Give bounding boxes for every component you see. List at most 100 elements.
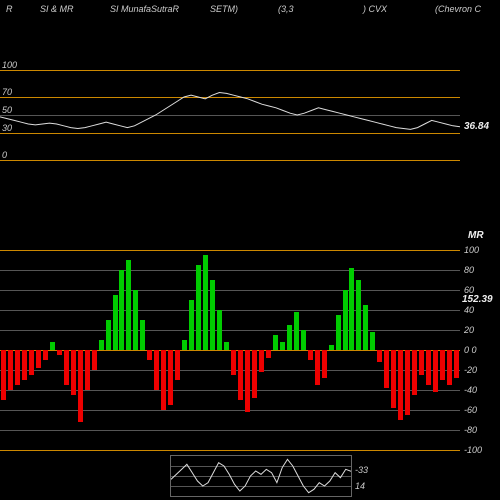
mr-bar <box>1 350 6 400</box>
mr-bar <box>57 350 62 355</box>
mr-bar <box>412 350 417 395</box>
mr-bar <box>447 350 452 385</box>
chart-header: R SI & MR SI MunafaSutraR SETM) (3,3 ) CVX (Ch… <box>0 4 500 18</box>
mr-bar <box>273 335 278 350</box>
mr-bar <box>203 255 208 350</box>
mr-bar <box>126 260 131 350</box>
header-label: SI MunafaSutraR <box>110 4 179 14</box>
mr-bar <box>168 350 173 405</box>
mr-bar <box>280 342 285 350</box>
mr-bar <box>224 342 229 350</box>
mr-bar <box>133 290 138 350</box>
mr-bar <box>217 310 222 350</box>
mr-bar <box>29 350 34 375</box>
mr-bar <box>454 350 459 378</box>
rsi-panel: 100705030036.84 <box>0 70 500 160</box>
mr-bar <box>336 315 341 350</box>
mr-bar <box>85 350 90 390</box>
axis-tick-label: 80 <box>464 265 474 275</box>
mr-bar <box>245 350 250 412</box>
mr-bar <box>231 350 236 375</box>
mr-bar <box>8 350 13 390</box>
mr-bar <box>15 350 20 385</box>
gridline <box>0 270 460 271</box>
axis-tick-label: -80 <box>464 425 477 435</box>
mini-value-label: 14 <box>355 481 365 491</box>
gridline <box>0 310 460 311</box>
gridline <box>0 450 460 451</box>
mr-bar <box>99 340 104 350</box>
gridline <box>0 410 460 411</box>
mr-bar <box>301 330 306 350</box>
mr-bar <box>391 350 396 408</box>
mr-bar <box>343 290 348 350</box>
mr-bar <box>43 350 48 360</box>
mr-bar <box>322 350 327 378</box>
mr-bar <box>405 350 410 415</box>
header-label: (3,3 <box>278 4 294 14</box>
header-label: SETM) <box>210 4 238 14</box>
gridline <box>0 430 460 431</box>
mr-bar <box>154 350 159 390</box>
mr-bar <box>22 350 27 380</box>
axis-tick-label: 100 <box>2 60 17 70</box>
mr-bar <box>119 270 124 350</box>
axis-tick-label: 40 <box>464 305 474 315</box>
mr-bar <box>419 350 424 375</box>
header-label: SI & MR <box>40 4 74 14</box>
mr-bar <box>356 280 361 350</box>
mr-bar <box>370 332 375 350</box>
header-label: (Chevron C <box>435 4 481 14</box>
mr-bar <box>50 342 55 350</box>
mr-bar <box>92 350 97 370</box>
mr-bar <box>147 350 152 360</box>
mr-bar <box>140 320 145 350</box>
mr-bar <box>349 268 354 350</box>
mr-bar <box>329 345 334 350</box>
mr-bar <box>377 350 382 362</box>
header-label: ) CVX <box>363 4 387 14</box>
gridline <box>0 250 460 251</box>
axis-tick-label: 0 0 <box>464 345 477 355</box>
mr-bar <box>106 320 111 350</box>
mr-bar <box>36 350 41 368</box>
mr-bar <box>308 350 313 360</box>
mr-bar <box>175 350 180 380</box>
mr-bar <box>294 312 299 350</box>
mr-bar <box>440 350 445 380</box>
mr-bar <box>433 350 438 392</box>
mini-value-label: -33 <box>355 465 368 475</box>
mr-bar <box>71 350 76 395</box>
mr-current-value: 152.39 <box>462 294 493 305</box>
gridline <box>0 290 460 291</box>
mr-bar <box>398 350 403 420</box>
gridline <box>0 330 460 331</box>
axis-tick-label: 20 <box>464 325 474 335</box>
mr-bar <box>238 350 243 400</box>
axis-tick-label: -20 <box>464 365 477 375</box>
mr-bar <box>259 350 264 372</box>
axis-tick-label: -100 <box>464 445 482 455</box>
rsi-line-svg <box>0 70 460 160</box>
mr-title-label: MR <box>468 230 484 241</box>
rsi-current-value: 36.84 <box>464 121 489 132</box>
axis-tick-label: 100 <box>464 245 479 255</box>
mr-bar <box>189 300 194 350</box>
mr-bar <box>196 265 201 350</box>
mini-line-svg <box>171 456 351 496</box>
mr-bar <box>210 280 215 350</box>
mr-bar <box>426 350 431 385</box>
mr-bar <box>252 350 257 398</box>
mr-bar-panel: 100806040200 0-20-40-60-80-100MR152.39 <box>0 250 500 450</box>
mr-bar <box>384 350 389 388</box>
mr-bar <box>161 350 166 410</box>
axis-tick-label: -40 <box>464 385 477 395</box>
header-label: R <box>6 4 13 14</box>
mr-bar <box>64 350 69 385</box>
gridline <box>0 160 460 161</box>
mr-bar <box>113 295 118 350</box>
mr-bar <box>182 340 187 350</box>
mr-bar <box>78 350 83 422</box>
mr-bar <box>315 350 320 385</box>
mini-indicator-panel: -3314 <box>170 455 352 497</box>
